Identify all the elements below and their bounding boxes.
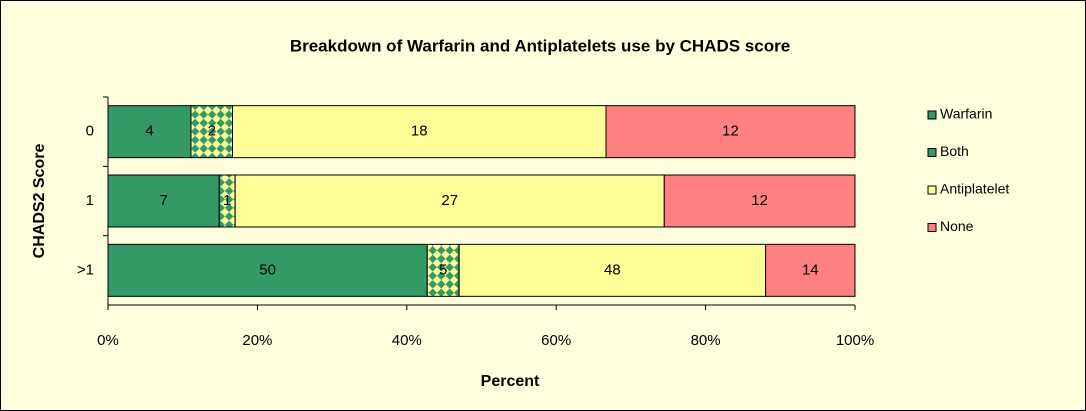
legend-swatch <box>927 148 937 157</box>
y-tick-label: >1 <box>77 261 94 278</box>
legend-label: Warfarin <box>940 106 992 122</box>
data-label: 50 <box>259 261 276 278</box>
bar-segment <box>605 105 856 159</box>
data-label: 12 <box>751 192 768 209</box>
bar-segment <box>663 174 856 228</box>
data-label: 4 <box>145 123 153 140</box>
data-label: 18 <box>411 123 428 140</box>
bar-segment <box>234 174 665 228</box>
legend-label: Antiplatelet <box>940 181 1009 197</box>
y-tick-label: 1 <box>86 192 94 209</box>
legend-swatch <box>927 223 937 232</box>
bar-segment <box>107 174 220 228</box>
bar-segment <box>458 243 767 297</box>
x-tick-label: 80% <box>691 332 721 349</box>
data-label: 7 <box>159 192 167 209</box>
data-label: 48 <box>604 261 621 278</box>
y-axis-label: CHADS2 Score <box>31 144 48 259</box>
x-tick-label: 0% <box>97 332 119 349</box>
legend-swatch <box>927 185 937 195</box>
bar-segment <box>426 243 460 297</box>
y-tick-label: 0 <box>86 123 94 140</box>
legend-label: Both <box>940 143 969 159</box>
bar-segment <box>107 243 428 297</box>
data-label: 27 <box>441 192 458 209</box>
legend-label: None <box>940 218 974 234</box>
x-tick-label: 40% <box>392 332 422 349</box>
data-label: 14 <box>802 261 819 278</box>
data-label: 1 <box>223 192 231 209</box>
x-tick-label: 60% <box>541 332 571 349</box>
data-label: 5 <box>439 261 447 278</box>
bar-segment <box>765 243 856 297</box>
bar-segment <box>107 105 192 159</box>
data-label: 12 <box>722 123 739 140</box>
x-axis-label: Percent <box>481 373 540 390</box>
chart-title: Breakdown of Warfarin and Antiplatelets … <box>290 36 790 55</box>
bar-segment <box>190 105 233 159</box>
legend-swatch <box>927 110 937 120</box>
x-tick-label: 100% <box>836 332 874 349</box>
data-label: 2 <box>208 123 216 140</box>
bar-segment <box>232 105 607 159</box>
x-tick-label: 20% <box>242 332 272 349</box>
